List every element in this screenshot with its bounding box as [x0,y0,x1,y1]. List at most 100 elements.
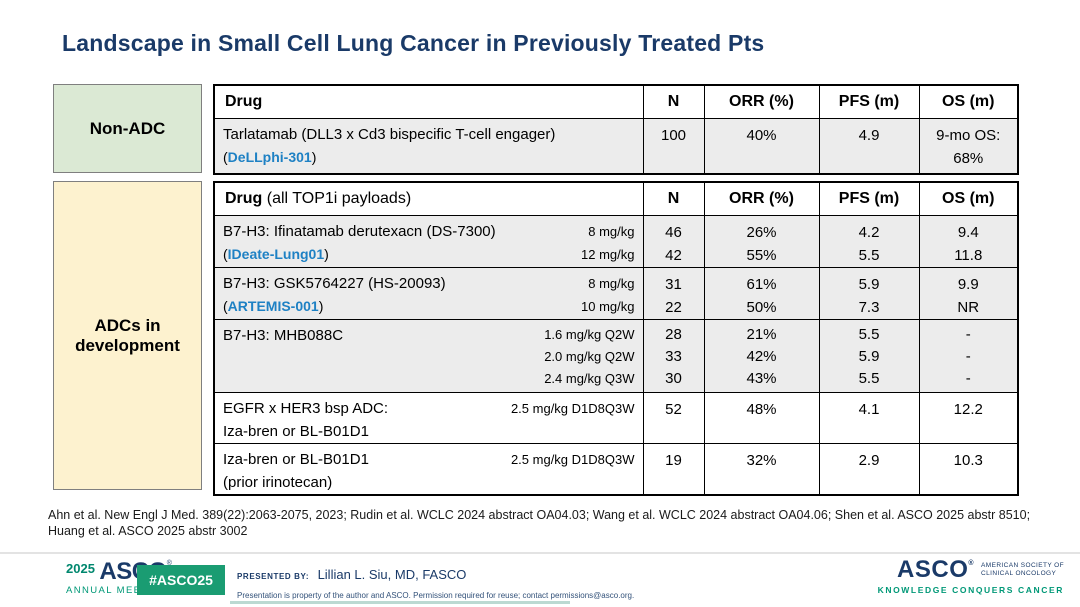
dose-line: 2.4 mg/kg Q3W [544,370,635,386]
table-row: EGFR x HER3 bsp ADC: Iza-bren or BL-B01D… [213,391,1019,444]
dose-line: 8 mg/kg [588,223,635,239]
adc-label: ADCs in development [75,315,180,355]
os-cell: - - - [918,318,1019,393]
drug-cell-iza-bren-prior-irinotecan: Iza-bren or BL-B01D1 (prior irinotecan) … [213,442,644,495]
n-value: 31 [665,275,682,293]
dose-line: 10 mg/kg [581,298,635,314]
os-value: 9.4 [957,223,979,241]
drug-cell-tarlatamab: Tarlatamab (DLL3 x Cd3 bispecific T-cell… [213,117,644,175]
drug-name: B7-H3: GSK5764227 (HS-20093) [223,274,446,292]
logo-right-top: ASCO® AMERICAN SOCIETY OF CLINICAL ONCOL… [878,558,1064,582]
table1-header-pfs: PFS (m) [818,84,920,119]
os-cell: 9-mo OS: 68% [918,117,1019,175]
os-line1: 9-mo OS: [936,126,1001,144]
drug-header-bold: Drug [225,189,263,207]
pfs-value: 4.2 [858,223,880,241]
os-value: 11.8 [954,246,983,264]
table1-header-orr: ORR (%) [703,84,820,119]
pfs-cell: 4.2 5.5 [818,214,920,268]
pfs-cell: 5.9 7.3 [818,266,920,320]
dose-line: 2.5 mg/kg D1D8Q3W [510,451,635,467]
table2-header-pfs: PFS (m) [818,181,920,216]
os-value: - [965,325,971,343]
trial-name-line: (ARTEMIS-001) [223,295,446,318]
os-value: 9.9 [957,275,979,293]
dose-line: 1.6 mg/kg Q2W [544,326,635,342]
presented-by-line: PRESENTED BY: Lillian L. Siu, MD, FASCO [237,566,634,584]
registered-mark-icon: ® [968,560,975,567]
trial-name-line: (DeLLphi-301) [223,146,555,169]
asco-tagline: KNOWLEDGE CONQUERS CANCER [877,585,1064,595]
paren-open: ( [223,245,228,262]
table-row: B7-H3: GSK5764227 (HS-20093) (ARTEMIS-00… [213,266,1019,320]
society-name: AMERICAN SOCIETY OF CLINICAL ONCOLOGY [981,562,1064,578]
os-cell: 12.2 [918,391,1019,444]
n-cell: 46 42 [642,214,705,268]
slide-title: Landscape in Small Cell Lung Cancer in P… [62,30,765,56]
orr-value: 42% [746,347,777,365]
table2-header-drug: Drug (all TOP1i payloads) [213,181,644,216]
table1-header-drug: Drug [213,84,644,119]
orr-value: 43% [746,369,777,387]
registered-mark-icon: ® [166,560,172,567]
asco-society-logo: ASCO® AMERICAN SOCIETY OF CLINICAL ONCOL… [877,558,1064,596]
os-value: - [965,347,971,365]
paren-open: ( [223,297,228,314]
drug-name: B7-H3: Ifinatamab derutexacn (DS-7300) [223,222,496,240]
drug-name: Tarlatamab (DLL3 x Cd3 bispecific T-cell… [223,125,556,143]
paren-close: ) [324,245,329,262]
drug-name: B7-H3: MHB088C [223,326,344,344]
paren-close: ) [318,297,324,314]
drug-cell-ds7300: B7-H3: Ifinatamab derutexacn (DS-7300) (… [213,214,644,268]
trial-name: ARTEMIS-001 [227,297,319,314]
n-cell: 19 [642,442,705,495]
orr-value: 61% [746,275,777,293]
pfs-cell: 4.9 [818,117,920,175]
pfs-value: 5.5 [858,246,880,264]
n-value: 42 [665,246,682,264]
os-line2: 68% [953,149,984,167]
logo-year: 2025 [66,561,95,576]
table-row: B7-H3: Ifinatamab derutexacn (DS-7300) (… [213,214,1019,268]
trial-name: DeLLphi-301 [227,148,312,165]
society-line2: CLINICAL ONCOLOGY [981,570,1057,577]
table-row: B7-H3: MHB088C 1.6 mg/kg Q2W 2.0 mg/kg Q… [213,318,1019,393]
asco-wordmark-text: ASCO [897,556,969,583]
orr-value: 26% [746,223,777,241]
table2-header-row: Drug (all TOP1i payloads) N ORR (%) PFS … [213,181,1019,216]
table2-header-orr: ORR (%) [703,181,820,216]
pfs-cell: 2.9 [818,442,920,495]
presenter-underline [230,601,570,604]
paren-open: ( [223,148,228,165]
table-row: Tarlatamab (DLL3 x Cd3 bispecific T-cell… [213,117,1019,175]
n-cell: 28 33 30 [642,318,705,393]
drug-cell-gsk5764227: B7-H3: GSK5764227 (HS-20093) (ARTEMIS-00… [213,266,644,320]
trial-name: IDeate-Lung01 [227,245,325,262]
os-cell: 9.9 NR [918,266,1019,320]
dose-line: 12 mg/kg [581,246,635,262]
non-adc-label: Non-ADC [89,118,166,138]
citation-text: Ahn et al. New Engl J Med. 389(22):2063-… [48,508,1031,538]
n-value: 33 [665,347,682,365]
dose-line: 8 mg/kg [588,275,635,291]
category-label-adcs-in-development: ADCs in development [53,181,202,490]
orr-cell: 21% 42% 43% [703,318,820,393]
os-cell: 9.4 11.8 [918,214,1019,268]
drug-name-line2: Iza-bren or BL-B01D1 [223,422,369,440]
orr-value: 21% [746,325,777,343]
trial-name-line: (IDeate-Lung01) [223,243,496,266]
n-value: 46 [665,223,682,241]
table1-header-row: Drug N ORR (%) PFS (m) OS (m) [213,84,1019,119]
pfs-value: 7.3 [858,298,880,316]
presenter-block: PRESENTED BY: Lillian L. Siu, MD, FASCO … [237,566,634,600]
orr-value: 50% [746,298,777,316]
n-cell: 100 [642,117,705,175]
table1-header-os: OS (m) [918,84,1019,119]
presented-by-label: PRESENTED BY: [237,572,310,581]
dose-line: 2.5 mg/kg D1D8Q3W [510,400,635,416]
n-value: 30 [665,369,682,387]
permission-text: Presentation is property of the author a… [237,591,635,600]
pfs-value: 5.5 [858,369,880,387]
drug-name-line2: (prior irinotecan) [223,473,333,491]
orr-cell: 40% [703,117,820,175]
